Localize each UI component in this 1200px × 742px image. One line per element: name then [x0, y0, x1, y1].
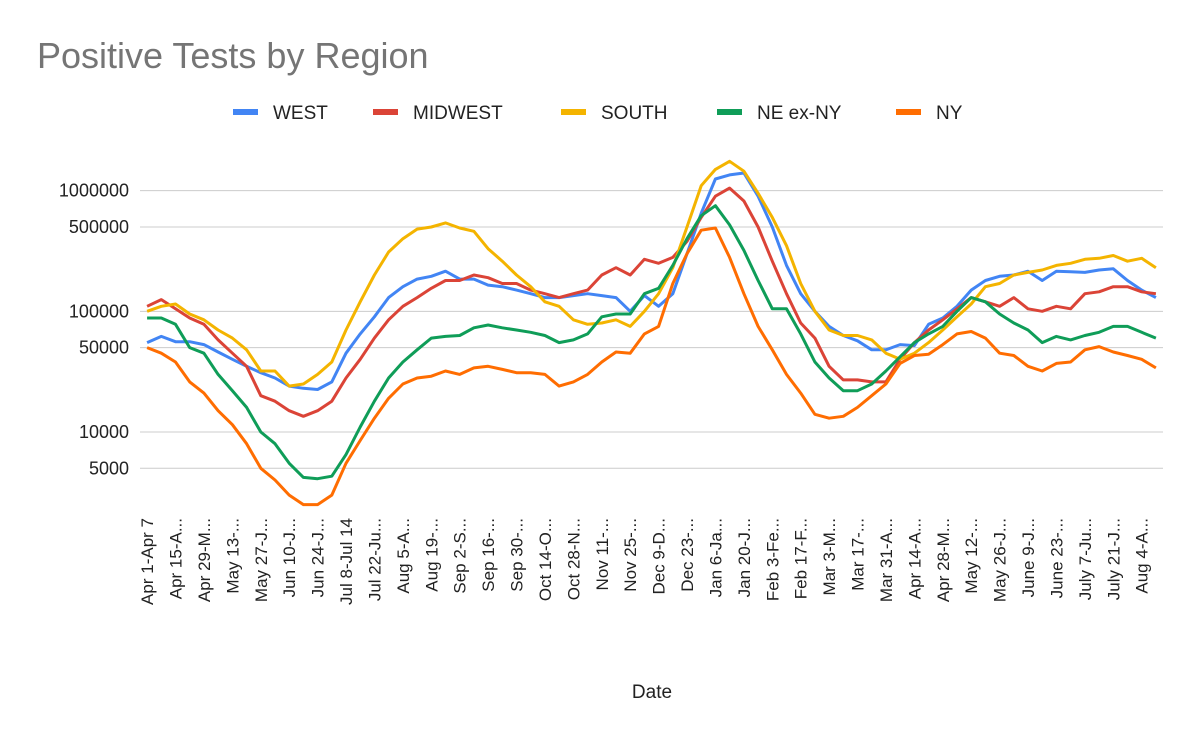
x-tick-label: July 7-Ju... — [1076, 518, 1095, 600]
y-tick-label: 500000 — [69, 217, 129, 237]
x-tick-label: Jan 6-Ja... — [706, 518, 725, 597]
x-tick-label: May 13-... — [223, 518, 242, 594]
legend-label: SOUTH — [601, 103, 668, 124]
legend-swatch — [717, 109, 742, 115]
series-line — [146, 159, 1157, 388]
legend-label: NY — [936, 103, 963, 124]
x-tick-label: Aug 5-A... — [394, 518, 413, 594]
x-tick-label: Jun 10-J... — [280, 518, 299, 597]
x-tick-label: May 12-... — [962, 518, 981, 594]
x-tick-label: Mar 31-A... — [877, 518, 896, 602]
chart-title: Positive Tests by Region — [37, 35, 429, 76]
legend-label: NE ex-NY — [757, 103, 842, 124]
x-tick-label: July 21-J... — [1104, 518, 1123, 600]
y-tick-label: 1000000 — [59, 181, 129, 201]
x-tick-label: Sep 2-S... — [451, 518, 470, 594]
x-tick-label: Feb 17-F... — [792, 518, 811, 599]
x-tick-label: Feb 3-Fe... — [763, 518, 782, 601]
legend-label: MIDWEST — [413, 103, 503, 124]
x-tick-label: Sep 16-... — [479, 518, 498, 592]
legend-swatch — [373, 109, 398, 115]
x-tick-label: Apr 14-A... — [905, 518, 924, 599]
x-tick-label: Oct 28-N... — [564, 518, 583, 600]
legend-swatch — [561, 109, 586, 115]
x-tick-label: Mar 3-M... — [820, 518, 839, 595]
y-tick-label: 5000 — [89, 458, 129, 478]
x-tick-label: June 23-... — [1047, 518, 1066, 598]
legend-label: WEST — [273, 103, 328, 124]
x-tick-label: Jan 20-J... — [735, 518, 754, 597]
y-tick-label: 100000 — [69, 301, 129, 321]
y-tick-label: 10000 — [79, 422, 129, 442]
x-tick-label: Nov 25-... — [621, 518, 640, 592]
legend-swatch — [233, 109, 258, 115]
x-tick-label: Jun 24-J... — [309, 518, 328, 597]
x-tick-label: May 27-J... — [252, 518, 271, 602]
x-tick-label: Apr 29-M... — [195, 518, 214, 602]
x-tick-label: May 26-J... — [991, 518, 1010, 602]
x-tick-label: Apr 15-A... — [167, 518, 186, 599]
x-tick-label: Dec 9-D... — [650, 518, 669, 595]
x-tick-label: Dec 23-... — [678, 518, 697, 592]
x-tick-label: Apr 28-M... — [934, 518, 953, 602]
x-tick-label: Aug 4-A... — [1133, 518, 1152, 594]
x-tick-label: Jul 8-Jul 14 — [337, 518, 356, 605]
x-tick-label: Aug 19-... — [422, 518, 441, 592]
series-line — [146, 226, 1157, 507]
x-tick-label: Jul 22-Ju... — [365, 518, 384, 601]
x-tick-label: June 9-J... — [1019, 518, 1038, 597]
x-tick-label: Oct 14-O... — [536, 518, 555, 601]
x-tick-label: Mar 17-... — [849, 518, 868, 591]
x-tick-label: Nov 11-... — [593, 518, 612, 590]
x-tick-label: Apr 1-Apr 7 — [138, 518, 157, 605]
x-tick-label: Sep 30-... — [508, 518, 527, 592]
series-line — [147, 204, 1157, 481]
y-tick-label: 50000 — [79, 338, 129, 358]
legend-swatch — [896, 109, 921, 115]
x-axis-label: Date — [632, 682, 672, 703]
